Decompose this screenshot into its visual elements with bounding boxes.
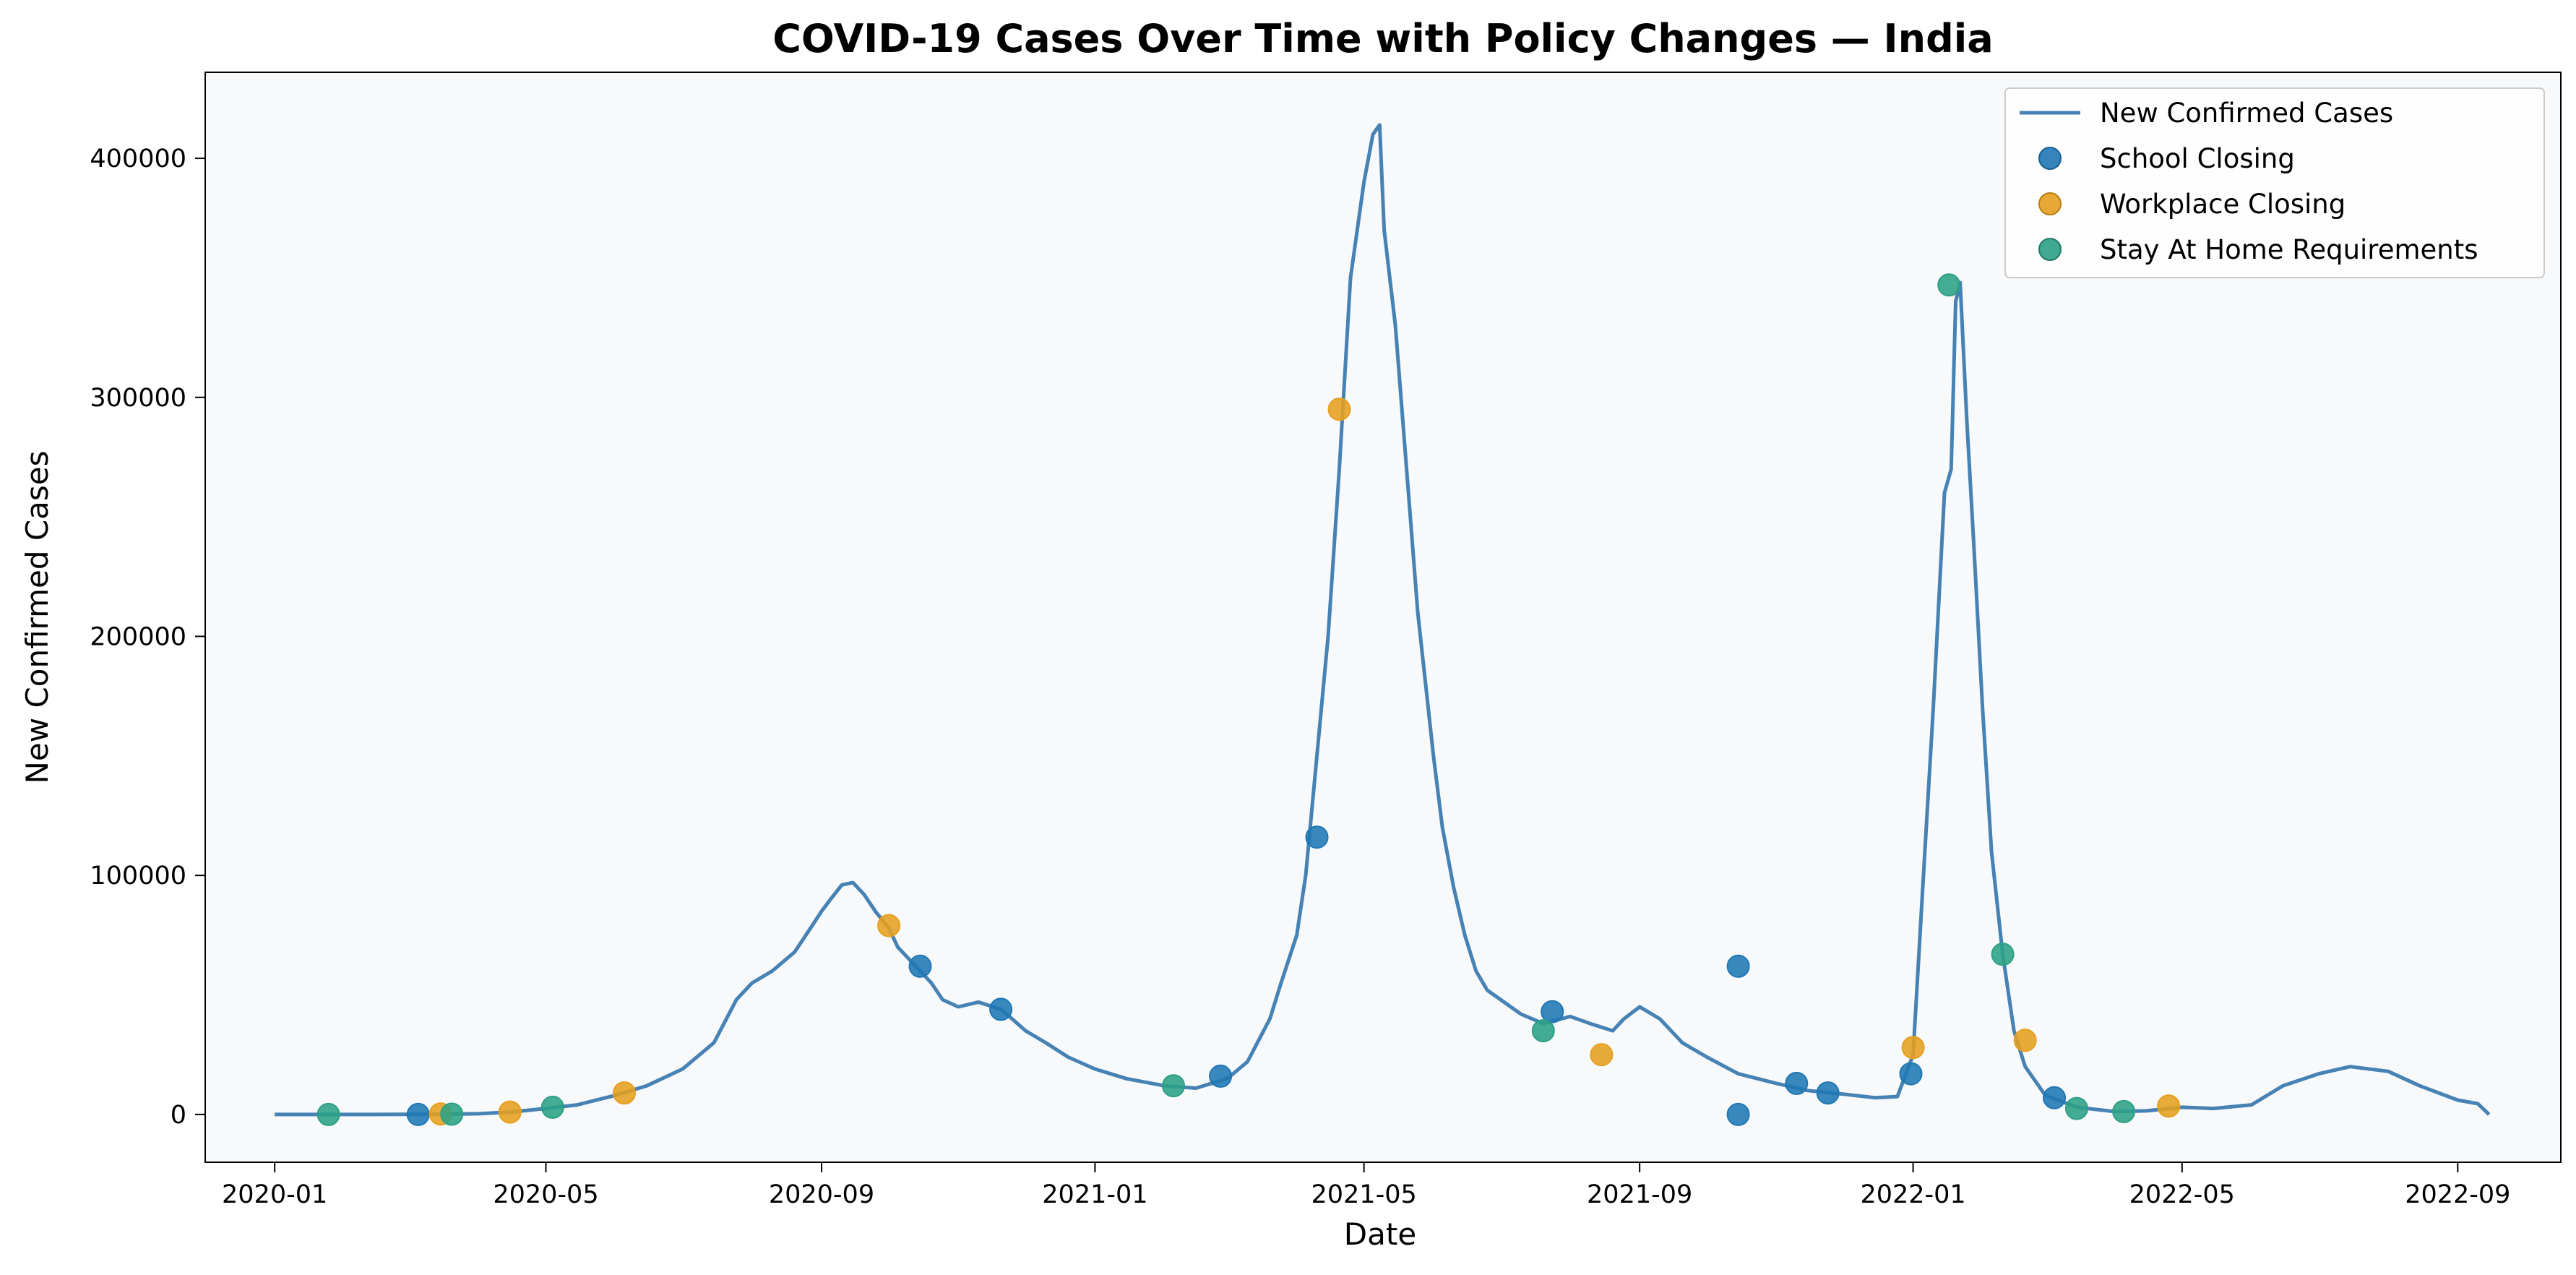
- legend-label-workplace-closing: Workplace Closing: [2100, 189, 2345, 220]
- marker-stay-at-home-requirements: [2065, 1096, 2088, 1120]
- marker-workplace-closing: [1327, 398, 1351, 421]
- x-tick-label: 2020-09: [769, 1180, 874, 1209]
- legend-label-stay-at-home: Stay At Home Requirements: [2100, 234, 2478, 265]
- marker-school-closing: [2043, 1086, 2066, 1109]
- marker-school-closing: [1541, 1000, 1564, 1023]
- marker-stay-at-home-requirements: [440, 1102, 464, 1126]
- y-axis-label: New Confirmed Cases: [20, 450, 55, 784]
- legend-marker-stay-at-home: [2038, 238, 2062, 261]
- series-layer: [275, 123, 2491, 1126]
- y-tick-label: 100000: [90, 862, 186, 890]
- marker-stay-at-home-requirements: [1991, 943, 2015, 966]
- marker-stay-at-home-requirements: [316, 1102, 340, 1126]
- legend: New Confirmed Cases School Closing Workp…: [2004, 87, 2545, 278]
- legend-marker-school-closing: [2038, 147, 2062, 170]
- x-tick-label: 2022-01: [1860, 1180, 1965, 1209]
- marker-school-closing: [908, 954, 932, 978]
- y-axis-ticks: 0 100000 200000 300000 400000: [90, 145, 205, 1130]
- legend-marker-workplace-closing: [2038, 192, 2062, 215]
- marker-workplace-closing: [2013, 1029, 2037, 1052]
- x-tick-label: 2021-05: [1311, 1180, 1417, 1209]
- legend-label-school-closing: School Closing: [2100, 143, 2295, 174]
- marker-stay-at-home-requirements: [540, 1095, 564, 1119]
- marker-workplace-closing: [1590, 1043, 1614, 1067]
- x-axis-label: Date: [1344, 1216, 1416, 1252]
- x-tick-label: 2021-09: [1587, 1180, 1692, 1209]
- y-tick-label: 400000: [90, 145, 186, 173]
- marker-school-closing: [1305, 825, 1329, 849]
- marker-workplace-closing: [1901, 1036, 1925, 1060]
- legend-box: [2004, 87, 2545, 278]
- y-tick-label: 300000: [90, 384, 186, 413]
- y-tick-label: 200000: [90, 622, 186, 651]
- marker-school-closing: [1785, 1071, 1809, 1095]
- marker-stay-at-home-requirements: [2112, 1099, 2136, 1123]
- chart-title: COVID-19 Cases Over Time with Policy Cha…: [772, 16, 1993, 61]
- marker-school-closing: [1899, 1062, 1923, 1086]
- marker-workplace-closing: [2157, 1094, 2181, 1118]
- x-tick-label: 2021-01: [1042, 1180, 1147, 1209]
- x-tick-label: 2020-01: [222, 1180, 327, 1209]
- series-line-new-confirmed-cases: [275, 123, 2491, 1117]
- marker-workplace-closing: [613, 1081, 636, 1105]
- marker-stay-at-home-requirements: [1162, 1074, 1185, 1098]
- x-axis-ticks: 2020-01 2020-05 2020-09 2021-01 2021-05 2021-…: [222, 1162, 2510, 1209]
- marker-school-closing: [989, 997, 1013, 1021]
- plot-frame: [204, 72, 2562, 1163]
- marker-stay-at-home-requirements: [1937, 273, 1961, 297]
- marker-school-closing: [1726, 1102, 1750, 1126]
- marker-school-closing: [1726, 954, 1750, 978]
- marker-school-closing: [1209, 1064, 1233, 1088]
- legend-label-new-confirmed-cases: New Confirmed Cases: [2100, 98, 2393, 129]
- x-tick-label: 2022-09: [2405, 1180, 2510, 1209]
- y-tick-label: 0: [171, 1101, 186, 1130]
- marker-school-closing: [406, 1102, 430, 1126]
- x-tick-label: 2022-05: [2129, 1180, 2235, 1209]
- marker-school-closing: [1816, 1081, 1840, 1105]
- x-tick-label: 2020-05: [493, 1180, 598, 1209]
- marker-workplace-closing: [498, 1100, 522, 1124]
- marker-stay-at-home-requirements: [1531, 1019, 1555, 1043]
- marker-workplace-closing: [877, 914, 901, 937]
